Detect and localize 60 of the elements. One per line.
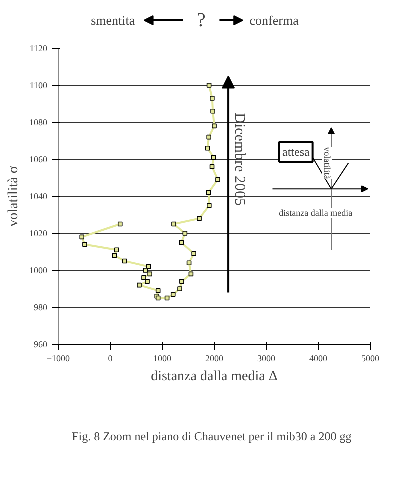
point	[143, 268, 148, 273]
text: ?	[197, 10, 206, 32]
point	[182, 231, 188, 236]
point	[142, 276, 146, 280]
point	[188, 272, 194, 277]
y-tick-label: 1060	[30, 154, 48, 164]
point	[206, 83, 212, 88]
annotation: volatilità	[322, 147, 332, 180]
x-tick-label: −1000	[46, 354, 71, 364]
y-tick-label: 960	[34, 340, 48, 350]
point	[186, 260, 192, 266]
y-axis-title: volatilità σ	[6, 166, 22, 227]
point	[80, 234, 85, 240]
point	[156, 288, 161, 294]
text: conferma	[250, 13, 300, 28]
point	[197, 216, 202, 222]
point	[205, 146, 210, 151]
point	[148, 272, 152, 277]
point	[170, 292, 176, 297]
y-tick-label: 1080	[30, 118, 48, 128]
point	[210, 109, 216, 114]
y-tick-label: 1100	[30, 80, 48, 90]
point	[180, 279, 184, 284]
point	[210, 164, 215, 170]
y-tick-label: 1040	[30, 192, 48, 202]
point	[192, 251, 196, 256]
point	[178, 286, 182, 292]
annotation: distanza dalla media	[279, 208, 353, 218]
caption: Fig. 8 Zoom nel piano di Chauvenet per il mib30 a 200 gg	[72, 429, 352, 444]
point	[145, 279, 150, 284]
x-tick-label: 2000	[206, 354, 224, 364]
y-tick-label: 1020	[30, 228, 48, 238]
point	[207, 203, 212, 208]
point	[82, 242, 88, 247]
annotation: attesa	[282, 145, 310, 160]
point	[216, 177, 220, 182]
point	[206, 190, 212, 196]
y-tick-label: 1000	[30, 266, 48, 276]
x-tick-label: 0	[108, 354, 114, 364]
point	[164, 296, 170, 301]
y-tick-label: 980	[34, 302, 48, 312]
y-tick-label: 1120	[30, 44, 48, 54]
x-axis-title: distanza dalla media Δ	[151, 370, 278, 384]
x-tick-label: 5000	[362, 354, 380, 364]
point	[112, 253, 118, 258]
point	[114, 248, 120, 253]
point	[211, 155, 216, 160]
point	[210, 96, 215, 101]
point	[179, 240, 184, 246]
point	[172, 222, 176, 227]
x-tick-label: 3000	[258, 354, 276, 364]
x-tick-label: 4000	[310, 354, 328, 364]
x-tick-label: 1000	[154, 354, 172, 364]
point	[137, 282, 142, 288]
point	[122, 258, 128, 264]
point	[206, 134, 212, 140]
annotation: Dicembre 2005	[231, 113, 248, 206]
point	[118, 222, 123, 227]
point	[212, 124, 217, 129]
text: smentita	[91, 13, 136, 28]
